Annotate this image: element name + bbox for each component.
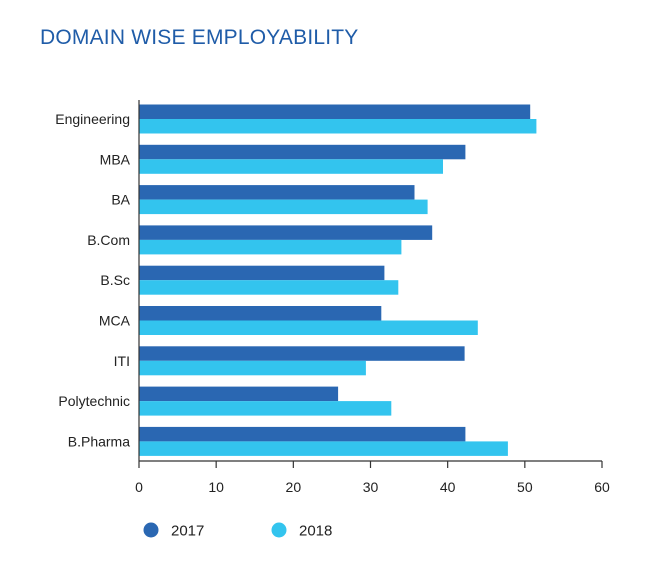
x-tick-label: 60 (594, 479, 610, 495)
bar-2017-b-sc (139, 265, 385, 281)
bar-2018-b-com (139, 239, 402, 255)
bar-2017-mba (139, 144, 466, 160)
legend-marker-2018 (271, 522, 287, 538)
x-tick-label: 30 (363, 479, 379, 495)
x-tick-label: 20 (286, 479, 302, 495)
chart-title: DOMAIN WISE EMPLOYABILITY (40, 26, 359, 49)
x-tick-label: 50 (517, 479, 533, 495)
bar-2018-polytechnic (139, 401, 392, 416)
axes-group: Engineering MBA BA B.Com B.Sc MCA ITI Polytechn… (55, 100, 610, 495)
bar-2018-iti (139, 360, 366, 376)
x-tick-label: 40 (440, 479, 456, 495)
bar-2017-ba (139, 185, 415, 200)
category-label: B.Com (87, 232, 130, 248)
bar-2018-b-sc (139, 280, 399, 295)
bar-2018-mba (139, 159, 443, 174)
legend-label-2017: 2017 (171, 523, 204, 540)
bar-2017-b-com (139, 225, 433, 240)
bar-2017-polytechnic (139, 386, 339, 402)
x-tick-label: 10 (208, 479, 224, 495)
bar-2018-mca (139, 320, 478, 335)
legend-label-2018: 2018 (299, 523, 332, 540)
bar-2018-ba (139, 199, 428, 215)
bar-2017-mca (139, 306, 382, 321)
bar-2017-b-pharma (139, 426, 466, 442)
x-tick-label: 0 (135, 479, 143, 495)
legend: 2017 2018 (143, 522, 332, 540)
category-label: MCA (99, 313, 131, 329)
bar-2017-iti (139, 346, 465, 361)
category-label: Polytechnic (58, 393, 130, 409)
bar-2018-b-pharma (139, 441, 508, 456)
bar-2018-engineering (139, 119, 537, 134)
bar-2017-engineering (139, 104, 531, 119)
category-label: ITI (114, 353, 130, 369)
legend-marker-2017 (143, 522, 159, 538)
bars-group (139, 104, 537, 456)
category-label: MBA (100, 151, 131, 167)
category-label: Engineering (55, 111, 130, 127)
category-label: B.Sc (100, 272, 130, 288)
category-label: BA (111, 192, 130, 208)
category-label: B.Pharma (68, 433, 130, 449)
